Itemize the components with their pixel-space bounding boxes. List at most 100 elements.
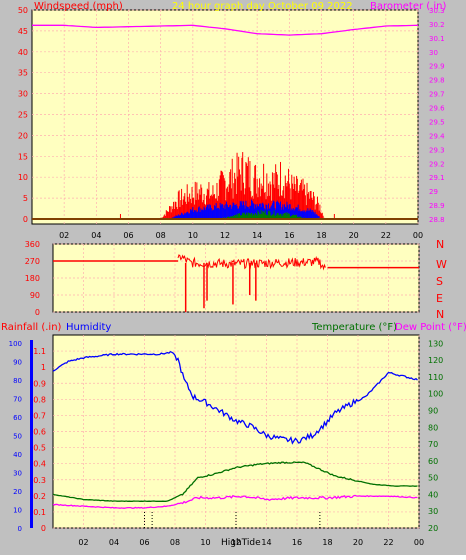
humidity-tick-90: 90 bbox=[13, 359, 22, 367]
rainfall-tick-1.1: 1.1 bbox=[33, 347, 46, 356]
humidity-temperature-series bbox=[52, 350, 418, 509]
barometer-tick-29.7: 29.7 bbox=[429, 91, 445, 99]
windspeed-tick-20: 20 bbox=[18, 131, 28, 140]
humidity-tick-80: 80 bbox=[13, 377, 22, 385]
temperature-tick-20: 20 bbox=[428, 524, 438, 533]
humidity-x-tick-18: 18 bbox=[322, 538, 332, 547]
direction-label-s: S bbox=[436, 275, 443, 288]
humidity-x-tick-06: 06 bbox=[139, 538, 149, 547]
direction-tick-360: 360 bbox=[25, 240, 40, 249]
dewpoint-axis-title: Dew Point (°F) bbox=[395, 322, 466, 333]
barometer-tick-29.2: 29.2 bbox=[429, 160, 445, 168]
direction-plot-grid bbox=[53, 243, 420, 313]
direction-noisy-daytime bbox=[177, 254, 326, 271]
windspeed-axis-ticks: 0 5 10 15 20 25 30 35 40 45 50 bbox=[18, 6, 28, 224]
direction-label-n-top: N bbox=[436, 238, 444, 251]
windspeed-tick-0: 0 bbox=[23, 215, 28, 224]
barometer-tick-30.2: 30.2 bbox=[429, 21, 445, 29]
rainfall-tick-0.7: 0.7 bbox=[33, 411, 46, 420]
windspeed-tick-30: 30 bbox=[18, 90, 28, 99]
temperature-tick-110: 110 bbox=[428, 373, 443, 382]
hightide-label: HighTide bbox=[221, 538, 261, 548]
direction-tick-180: 180 bbox=[25, 274, 40, 283]
rainfall-tick-0.4: 0.4 bbox=[33, 460, 46, 469]
wind-x-tick-06: 06 bbox=[123, 231, 133, 240]
wind-x-tick-08: 08 bbox=[156, 231, 166, 240]
temperature-tick-30: 30 bbox=[428, 507, 438, 516]
wind-average-series bbox=[169, 199, 322, 219]
humidity-axis-title: Humidity bbox=[66, 322, 111, 333]
rainfall-tick-0.1: 0.1 bbox=[33, 508, 46, 517]
barometer-tick-29: 29 bbox=[429, 188, 438, 196]
wind-x-axis-ticks: 02 04 06 08 10 12 14 16 18 20 22 00 bbox=[59, 231, 423, 240]
temperature-tick-130: 130 bbox=[428, 339, 443, 348]
barometer-tick-29.8: 29.8 bbox=[429, 77, 445, 85]
series-line-0 bbox=[52, 350, 418, 445]
direction-label-n-bottom: N bbox=[436, 308, 444, 321]
barometer-tick-28.8: 28.8 bbox=[429, 216, 445, 224]
direction-label-w: W bbox=[436, 258, 447, 271]
rainfall-axis-ticks: 0 0.1 0.2 0.3 0.4 0.5 0.6 0.7 0.8 0.9 1 1.1 bbox=[33, 347, 46, 533]
wind-x-tick-12: 12 bbox=[220, 231, 230, 240]
barometer-tick-28.9: 28.9 bbox=[429, 202, 445, 210]
windspeed-tick-10: 10 bbox=[18, 173, 28, 182]
windspeed-tick-25: 25 bbox=[18, 111, 28, 120]
rainfall-tick-0.2: 0.2 bbox=[33, 492, 46, 501]
temperature-tick-80: 80 bbox=[428, 423, 438, 432]
wind-x-tick-14: 14 bbox=[252, 231, 262, 240]
barometer-tick-29.4: 29.4 bbox=[429, 132, 445, 140]
rainfall-tick-0.3: 0.3 bbox=[33, 476, 46, 485]
wind-x-tick-02: 02 bbox=[59, 231, 69, 240]
chart-title: 24 hour graph day October 09 2022 bbox=[172, 1, 353, 12]
humidity-tick-10: 10 bbox=[13, 507, 22, 515]
humidity-x-tick-16: 16 bbox=[292, 538, 302, 547]
temperature-tick-70: 70 bbox=[428, 440, 438, 449]
humidity-tick-70: 70 bbox=[13, 396, 22, 404]
temperature-tick-50: 50 bbox=[428, 474, 438, 483]
wind-x-tick-18: 18 bbox=[316, 231, 326, 240]
temperature-tick-40: 40 bbox=[428, 490, 438, 499]
temperature-tick-120: 120 bbox=[428, 356, 443, 365]
wind-direction-series bbox=[53, 254, 419, 312]
rainfall-tick-1: 1 bbox=[41, 363, 46, 372]
series-line-1 bbox=[52, 461, 418, 502]
wind-x-tick-10: 10 bbox=[188, 231, 198, 240]
direction-axis-ticks: 360 270 180 90 0 bbox=[25, 240, 40, 317]
humidity-x-tick-04: 04 bbox=[109, 538, 119, 547]
rainfall-tick-0: 0 bbox=[41, 524, 46, 533]
barometer-tick-29.6: 29.6 bbox=[429, 105, 445, 113]
humidity-tick-30: 30 bbox=[13, 470, 22, 478]
humidity-axis-bar bbox=[30, 340, 33, 528]
humidity-x-tick-14: 14 bbox=[261, 538, 271, 547]
barometer-line bbox=[32, 24, 419, 36]
windspeed-tick-5: 5 bbox=[23, 194, 28, 203]
windspeed-axis-title: Windspeed (mph) bbox=[34, 1, 123, 12]
barometer-tick-29.9: 29.9 bbox=[429, 63, 445, 71]
wind-x-tick-04: 04 bbox=[91, 231, 101, 240]
rainfall-axis-title: Rainfall (.in) bbox=[1, 322, 62, 333]
humidity-x-tick-10: 10 bbox=[200, 538, 210, 547]
direction-tick-90: 90 bbox=[30, 291, 40, 300]
humidity-x-axis-ticks: 02 04 06 08 10 12 14 16 18 20 22 00 bbox=[78, 538, 424, 547]
humidity-x-tick-08: 08 bbox=[170, 538, 180, 547]
barometer-tick-30.1: 30.1 bbox=[429, 35, 445, 43]
humidity-x-tick-00: 00 bbox=[414, 538, 424, 547]
humidity-x-tick-12: 12 bbox=[231, 538, 241, 547]
rainfall-tick-0.9: 0.9 bbox=[33, 379, 46, 388]
wind-x-tick-00: 00 bbox=[413, 231, 423, 240]
humidity-tick-50: 50 bbox=[13, 433, 22, 441]
rainfall-tick-0.8: 0.8 bbox=[33, 395, 46, 404]
direction-tick-270: 270 bbox=[25, 257, 40, 266]
rainfall-tick-0.6: 0.6 bbox=[33, 428, 46, 437]
series-line-2 bbox=[52, 494, 418, 509]
humidity-tick-0: 0 bbox=[18, 525, 22, 533]
humidity-tick-100: 100 bbox=[9, 340, 22, 348]
windspeed-tick-50: 50 bbox=[18, 6, 28, 15]
direction-tick-0: 0 bbox=[35, 308, 40, 317]
humidity-tick-40: 40 bbox=[13, 451, 22, 459]
humidity-tick-20: 20 bbox=[13, 488, 22, 496]
barometer-tick-29.3: 29.3 bbox=[429, 146, 445, 154]
humidity-axis-ticks: 0 10 20 30 40 50 60 70 80 90 100 bbox=[9, 340, 22, 533]
humidity-x-tick-02: 02 bbox=[78, 538, 88, 547]
